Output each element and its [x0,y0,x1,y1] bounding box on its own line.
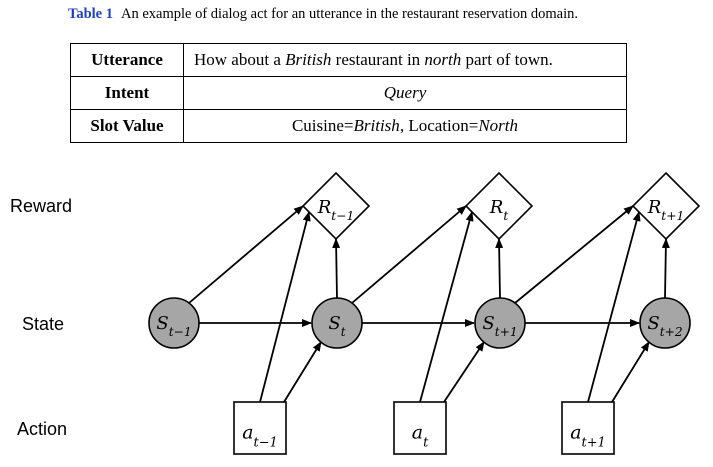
action-label-2: at+1 [570,421,606,450]
state-label-3-subscript: t+2 [660,325,683,339]
action-label-0: at−1 [242,421,278,450]
edge-action-0-to-state-1 [283,341,322,403]
state-node-0 [148,297,200,349]
state-label-0: St−1 [156,313,191,339]
table-row-slot: Slot Value Cuisine=British, Location=Nor… [70,109,627,143]
state-label-1-base: S [328,313,340,334]
utterance-value: How about a British restaurant in north … [183,43,627,77]
reward-label-1-base: R [489,197,504,218]
slot-cuisine-val: British [353,116,400,135]
row-label-reward: Reward [10,196,72,216]
slot-location-val: North [478,116,519,135]
action-label-2-subscript: t+1 [582,435,606,450]
slot-location-key: Location= [408,116,479,135]
state-label-2-subscript: t+1 [495,325,518,339]
edge-action-0-to-reward-0 [259,211,311,403]
edge-state-3-to-reward-2 [661,238,670,299]
state-label-1-subscript: t [341,325,346,339]
action-label-2-base: a [570,421,581,443]
utterance-text-3: part of town. [461,50,553,69]
slot-sep: , [399,116,409,135]
diagram-nodes: St−1 St St+1 St+2Rt−1 Rt Rt+1at−1 at at+1 [148,171,701,455]
state-label-3-base: S [647,313,659,334]
slot-cuisine-key: Cuisine= [291,116,354,135]
reward-label-1-subscript: t [503,209,508,223]
state-node-2 [474,297,526,349]
row-label-state: State [22,314,64,334]
reward-label-1: Rt [489,197,509,223]
reward-label-0-subscript: t−1 [331,209,354,223]
reward-label-0: Rt−1 [317,197,355,223]
action-label-1-base: a [412,421,423,443]
action-node-2 [561,401,615,455]
row-label-action: Action [17,419,67,439]
reward-label-0-base: R [317,197,332,218]
reward-node-2 [631,171,701,241]
action-label-0-base: a [242,421,253,443]
edge-action-2-to-state-3 [611,341,650,403]
table-caption: Table 1 An example of dialog act for an u… [68,6,578,23]
state-node-1 [311,297,363,349]
diagram-edges [188,205,670,403]
reward-label-2: Rt+1 [647,197,685,223]
reward-node-1 [464,171,534,241]
state-label-2: St+1 [482,313,517,339]
utterance-cuisine: British [285,50,332,69]
action-label-1: at [412,421,429,450]
edge-action-1-to-reward-1 [419,211,474,403]
edge-state-2-to-reward-2 [514,205,634,304]
reward-label-2-subscript: t+1 [661,209,684,223]
slot-value: Cuisine=British, Location=North [183,109,627,143]
table-caption-text: An example of dialog act for an utteranc… [121,6,578,22]
state-label-1: St [328,313,345,339]
utterance-header: Utterance [70,43,184,77]
state-label-3: St+2 [647,313,683,339]
state-label-0-subscript: t−1 [169,325,192,339]
reward-label-2-base: R [647,197,662,218]
intent-header: Intent [70,76,184,110]
dialog-act-table: Utterance How about a British restaurant… [70,43,627,143]
action-node-0 [233,401,287,455]
reward-node-0 [301,171,371,241]
utterance-text-1: How about a [194,50,286,69]
intent-value-text: Query [383,83,427,102]
mdp-diagram: Reward State Action St−1 St St+1 St+2Rt−1 Rt… [10,171,701,455]
state-label-0-base: S [156,313,168,334]
utterance-text-2: restaurant in [331,50,425,69]
edge-state-0-to-reward-0 [188,205,304,304]
edge-state-1-to-reward-0 [332,238,341,299]
state-label-2-base: S [482,313,494,334]
table-row-intent: Intent Query [70,76,627,110]
intent-value: Query [183,76,627,110]
table-caption-label: Table 1 [68,6,113,22]
edge-state-2-to-reward-1 [495,238,504,299]
edge-state-1-to-reward-1 [351,205,467,304]
action-node-1 [393,401,447,455]
table-row-utterance: Utterance How about a British restaurant… [70,43,627,77]
slot-header: Slot Value [70,109,184,143]
utterance-location: north [424,50,462,69]
edge-action-2-to-reward-2 [587,211,641,403]
edge-action-1-to-state-2 [443,341,485,403]
action-label-0-subscript: t−1 [254,435,278,450]
action-label-1-subscript: t [423,435,429,450]
state-node-3 [639,297,691,349]
